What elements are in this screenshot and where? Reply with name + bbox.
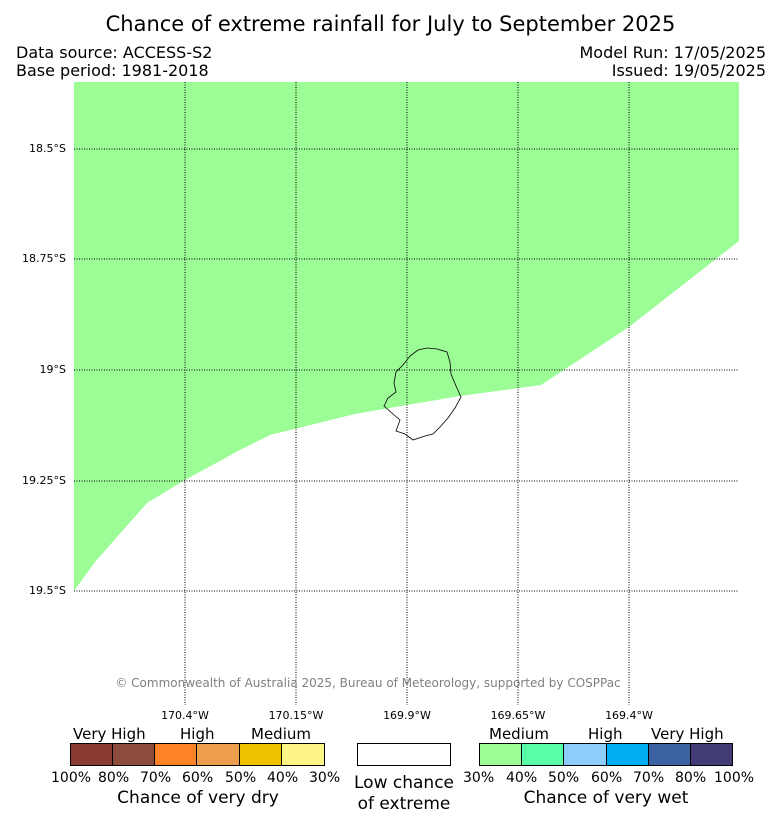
wet-region bbox=[74, 82, 739, 591]
dry-swatch-60-50 bbox=[196, 743, 240, 766]
dry-high-label: High bbox=[180, 725, 215, 743]
wet-swatch-70-80 bbox=[648, 743, 691, 766]
lat-label-18-5: 18.5°S bbox=[29, 142, 66, 155]
dry-swatch-80-70 bbox=[112, 743, 155, 766]
wet-tick-100: 100% bbox=[714, 770, 755, 786]
dry-tick-30: 30% bbox=[309, 770, 341, 786]
dry-swatch-40-30 bbox=[281, 743, 325, 766]
wet-swatch-40-50 bbox=[521, 743, 564, 766]
dry-very-high-label: Very High bbox=[73, 725, 146, 743]
model-run-label: Model Run: 17/05/2025 bbox=[579, 43, 767, 62]
lat-label-19-25: 19.25°S bbox=[22, 474, 66, 487]
dry-tick-100: 100% bbox=[51, 770, 92, 786]
wet-swatch-60-70 bbox=[606, 743, 649, 766]
lon-label-169-4: 169.4°W bbox=[605, 709, 653, 722]
wet-swatch-80-100 bbox=[690, 743, 733, 766]
copyright-notice: © Commonwealth of Australia 2025, Bureau… bbox=[115, 676, 621, 690]
lon-label-169-9: 169.9°W bbox=[383, 709, 431, 722]
lat-label-19-5: 19.5°S bbox=[29, 584, 66, 597]
island-coastline bbox=[383, 347, 462, 441]
wet-tick-70: 70% bbox=[633, 770, 665, 786]
wet-tick-40: 40% bbox=[506, 770, 538, 786]
wet-tick-30: 30% bbox=[463, 770, 495, 786]
wet-tick-80: 80% bbox=[675, 770, 707, 786]
dry-tick-70: 70% bbox=[140, 770, 172, 786]
wet-caption: Chance of very wet bbox=[523, 788, 689, 808]
lon-label-170-15: 170.15°W bbox=[268, 709, 324, 722]
dry-swatch-50-40 bbox=[239, 743, 282, 766]
wet-swatch-50-60 bbox=[563, 743, 607, 766]
data-source-label: Data source: ACCESS-S2 bbox=[16, 43, 213, 62]
issued-label: Issued: 19/05/2025 bbox=[611, 61, 766, 80]
lat-label-18-75: 18.75°S bbox=[22, 252, 66, 265]
dry-tick-80: 80% bbox=[98, 770, 130, 786]
dry-tick-50: 50% bbox=[225, 770, 257, 786]
neutral-caption-line2: of extreme bbox=[357, 794, 451, 814]
dry-swatch-100-80 bbox=[70, 743, 113, 766]
base-period-label: Base period: 1981-2018 bbox=[16, 61, 209, 80]
lat-label-19: 19°S bbox=[39, 363, 66, 376]
neutral-swatch bbox=[357, 743, 451, 766]
dry-caption: Chance of very dry bbox=[117, 788, 279, 808]
dry-tick-60: 60% bbox=[182, 770, 214, 786]
neutral-caption-line1: Low chance bbox=[354, 773, 454, 793]
wet-high-label: High bbox=[588, 725, 623, 743]
wet-tick-50: 50% bbox=[548, 770, 580, 786]
wet-swatch-30-40 bbox=[479, 743, 522, 766]
wet-very-high-label: Very High bbox=[651, 725, 724, 743]
lon-label-169-65: 169.65°W bbox=[490, 709, 546, 722]
dry-medium-label: Medium bbox=[251, 725, 311, 743]
lon-label-170-4: 170.4°W bbox=[161, 709, 209, 722]
wet-medium-label: Medium bbox=[489, 725, 549, 743]
graticule bbox=[74, 82, 739, 705]
wet-tick-60: 60% bbox=[591, 770, 623, 786]
map-title: Chance of extreme rainfall for July to S… bbox=[105, 12, 676, 36]
dry-swatch-70-60 bbox=[154, 743, 197, 766]
dry-tick-40: 40% bbox=[267, 770, 299, 786]
